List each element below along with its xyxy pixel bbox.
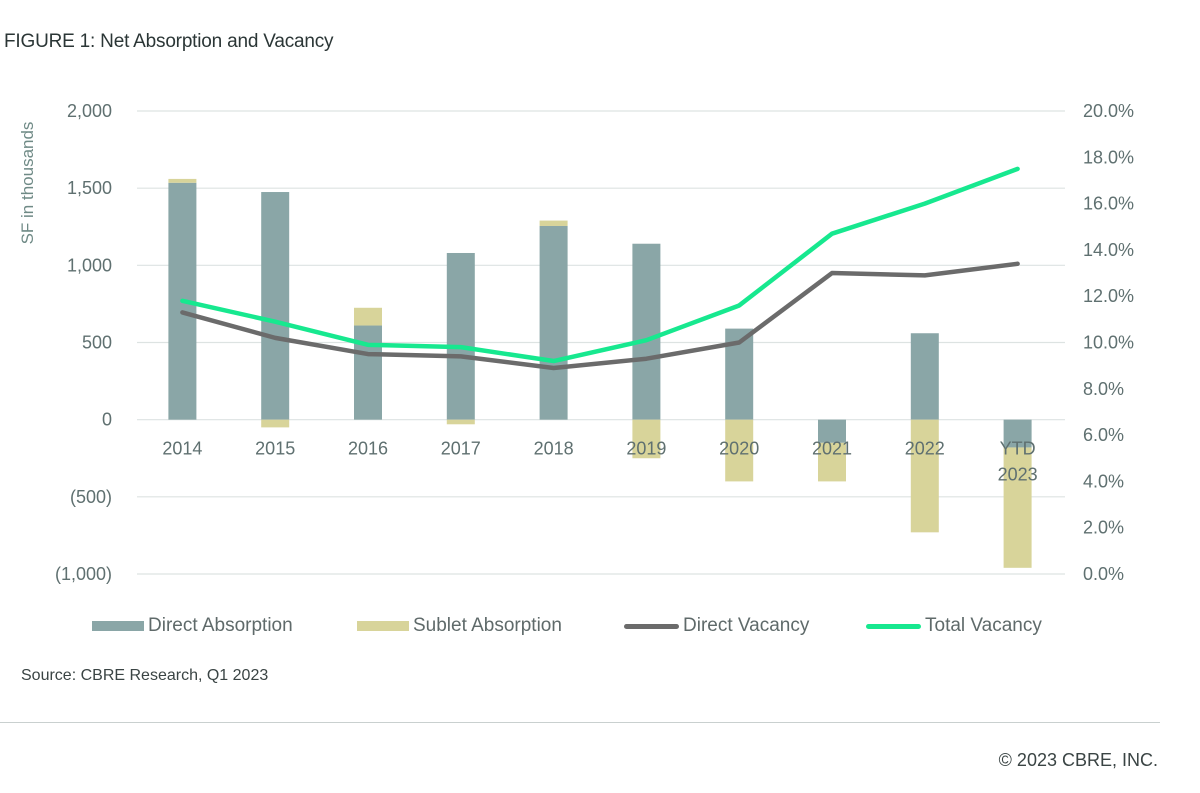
legend-label: Direct Vacancy [683, 615, 810, 636]
legend-label: Total Vacancy [925, 615, 1042, 636]
gridlines [137, 110, 1065, 575]
x-tick-label: 2014 [162, 439, 202, 459]
y2-tick-label: 8.0% [1083, 379, 1124, 399]
bar-sublet-absorption [818, 442, 846, 482]
y2-tick-label: 18.0% [1083, 147, 1134, 167]
y-tick-label: (500) [70, 487, 112, 507]
vacancy-lines [180, 166, 1020, 371]
left-axis-ticks: 2,000 1,500 1,000 500 0 (500) (1,000) [55, 101, 112, 584]
bar-sublet-absorption [354, 307, 382, 326]
legend-swatch-total-vacancy [866, 623, 921, 629]
y-tick-label: 500 [82, 333, 112, 353]
bar-sublet-absorption [725, 419, 754, 482]
legend-direct-vacancy: Direct Vacancy [624, 610, 809, 642]
y-tick-label: 1,500 [67, 178, 112, 198]
y2-tick-label: 20.0% [1083, 101, 1134, 121]
y2-tick-label: 10.0% [1083, 333, 1134, 353]
y-axis-title: SF in thousands [18, 122, 37, 245]
bar-sublet-absorption [910, 419, 939, 533]
source-note: Source: CBRE Research, Q1 2023 [21, 667, 269, 684]
y-tick-label: (1,000) [55, 564, 112, 584]
legend-sublet-absorption: Sublet Absorption [357, 610, 562, 642]
y2-tick-label: 0.0% [1083, 564, 1124, 584]
footer-divider [0, 722, 1160, 723]
figure-title: FIGURE 1: Net Absorption and Vacancy [4, 31, 334, 52]
y-tick-label: 0 [102, 410, 112, 430]
y2-tick-label: 4.0% [1083, 471, 1124, 491]
y2-tick-label: 16.0% [1083, 194, 1134, 214]
legend-label: Sublet Absorption [413, 615, 562, 636]
bar-sublet-absorption [168, 178, 197, 183]
bar-sublet-absorption [261, 419, 290, 428]
y2-tick-label: 12.0% [1083, 286, 1134, 306]
line-direct-vacancy [180, 261, 1020, 371]
x-tick-label: 2022 [905, 439, 945, 459]
legend-direct-absorption: Direct Absorption [92, 610, 293, 642]
y-tick-label: 2,000 [67, 101, 112, 121]
x-tick-label: 2017 [441, 439, 481, 459]
y2-tick-label: 14.0% [1083, 240, 1134, 260]
x-tick-label: 2016 [348, 439, 388, 459]
bar-sublet-absorption [1003, 447, 1032, 568]
right-axis-ticks: 20.0% 18.0% 16.0% 14.0% 12.0% 10.0% 8.0% 6.0% 4.… [1083, 101, 1134, 584]
x-tick-label: 2015 [255, 439, 295, 459]
legend-total-vacancy: Total Vacancy [866, 610, 1042, 642]
y2-tick-label: 2.0% [1083, 518, 1124, 538]
x-tick-label: 2018 [534, 439, 574, 459]
bar-direct-absorption [446, 252, 475, 420]
chart: 2014 2015 2016 2017 2018 2019 2020 2021 2022 YTD 2… [18, 101, 1134, 584]
legend-swatch-direct-vacancy [624, 623, 679, 629]
y-tick-label: 1,000 [67, 255, 112, 275]
bar-direct-absorption [354, 325, 382, 420]
x-axis-labels: 2014 2015 2016 2017 2018 2019 2020 2021 2022 YTD 2… [162, 439, 1037, 485]
legend-swatch-sublet-absorption [357, 621, 409, 631]
legend-swatch-direct-absorption [92, 621, 144, 631]
y2-tick-label: 6.0% [1083, 425, 1124, 445]
bar-direct-absorption [1003, 419, 1032, 448]
x-tick-label: 2019 [626, 439, 666, 459]
legend: Direct Absorption Sublet Absorption Dire… [0, 610, 1200, 642]
x-tick-label: 2021 [812, 439, 852, 459]
bar-direct-absorption [539, 225, 568, 420]
bar-direct-absorption [632, 243, 661, 420]
bar-sublet-absorption [632, 419, 661, 459]
legend-label: Direct Absorption [148, 615, 293, 636]
bars [168, 178, 1032, 568]
bar-direct-absorption [261, 192, 290, 420]
bar-direct-absorption [818, 419, 846, 443]
bar-direct-absorption [910, 333, 939, 420]
line-total-vacancy [180, 166, 1020, 364]
x-tick-label: 2020 [719, 439, 759, 459]
bar-sublet-absorption [446, 419, 475, 425]
copyright: © 2023 CBRE, INC. [998, 750, 1158, 770]
x-tick-label: YTD 2023 [998, 439, 1038, 485]
bar-sublet-absorption [539, 220, 568, 226]
